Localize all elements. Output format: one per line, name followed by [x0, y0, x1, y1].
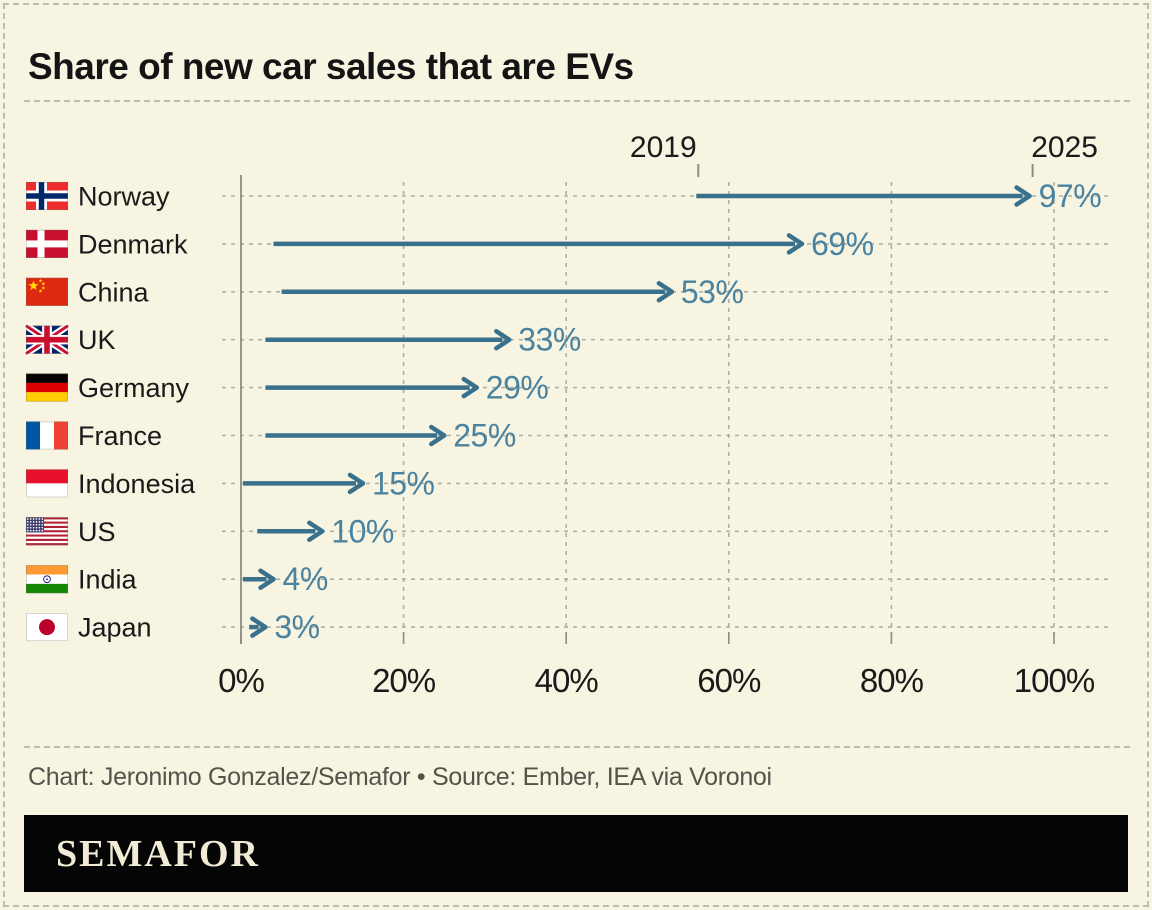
arrow-head-us: [307, 520, 325, 543]
arrow-head-france: [429, 424, 447, 447]
country-label-indonesia: Indonesia: [78, 469, 196, 499]
arrow-head-germany: [461, 376, 480, 399]
value-label-japan: 3%: [274, 609, 319, 645]
uk-flag-icon: [24, 322, 70, 357]
indonesia-flag-icon: [26, 469, 69, 498]
norway-flag-icon: [26, 182, 69, 211]
x-axis-label-60: 60%: [697, 662, 761, 699]
arrow-head-uk: [494, 328, 512, 351]
chart-title: Share of new car sales that are EVs: [28, 45, 634, 87]
country-label-china: China: [78, 277, 150, 307]
japan-flag-icon: [26, 613, 69, 642]
x-axis-label-100: 100%: [1014, 662, 1095, 699]
start-year-label: 2019: [630, 131, 697, 164]
value-label-denmark: 69%: [811, 226, 874, 262]
arrow-head-denmark: [786, 233, 805, 255]
x-axis-label-80: 80%: [860, 662, 924, 699]
value-label-uk: 33%: [518, 322, 581, 358]
x-axis-label-0: 0%: [218, 662, 264, 699]
value-label-france: 25%: [453, 418, 516, 454]
value-label-norway: 97%: [1039, 178, 1102, 214]
denmark-flag-icon: [26, 229, 69, 258]
china-flag-icon: [26, 277, 69, 306]
value-label-us: 10%: [331, 513, 394, 549]
country-label-japan: Japan: [78, 613, 152, 643]
country-label-us: US: [78, 517, 116, 547]
germany-flag-icon: [26, 373, 69, 402]
india-flag-icon: [26, 565, 69, 594]
x-axis-label-20: 20%: [372, 662, 436, 699]
country-label-denmark: Denmark: [78, 229, 188, 259]
value-label-india: 4%: [283, 561, 328, 597]
semafor-logo-bar: SEMAFOR: [24, 815, 1128, 892]
arrow-head-japan: [250, 616, 268, 638]
value-label-china: 53%: [681, 274, 744, 310]
france-flag-icon: [26, 421, 69, 450]
value-label-germany: 29%: [486, 370, 549, 406]
footer-separator: [24, 746, 1130, 748]
x-axis-label-40: 40%: [535, 662, 599, 699]
country-label-france: France: [78, 421, 162, 451]
arrow-head-norway: [1014, 185, 1032, 207]
arrow-head-china: [656, 281, 675, 303]
chart-credit: Chart: Jeronimo Gonzalez/Semafor • Sourc…: [28, 763, 772, 791]
end-year-label: 2025: [1031, 131, 1098, 164]
value-label-indonesia: 15%: [372, 465, 435, 501]
country-label-uk: UK: [78, 325, 116, 355]
us-flag-icon: [26, 517, 69, 546]
country-label-norway: Norway: [78, 182, 170, 212]
title-separator: [24, 100, 1130, 102]
country-label-germany: Germany: [78, 373, 190, 403]
arrow-head-indonesia: [347, 472, 366, 495]
country-label-india: India: [78, 565, 138, 595]
semafor-logo: SEMAFOR: [56, 832, 260, 875]
arrow-head-india: [258, 568, 276, 590]
